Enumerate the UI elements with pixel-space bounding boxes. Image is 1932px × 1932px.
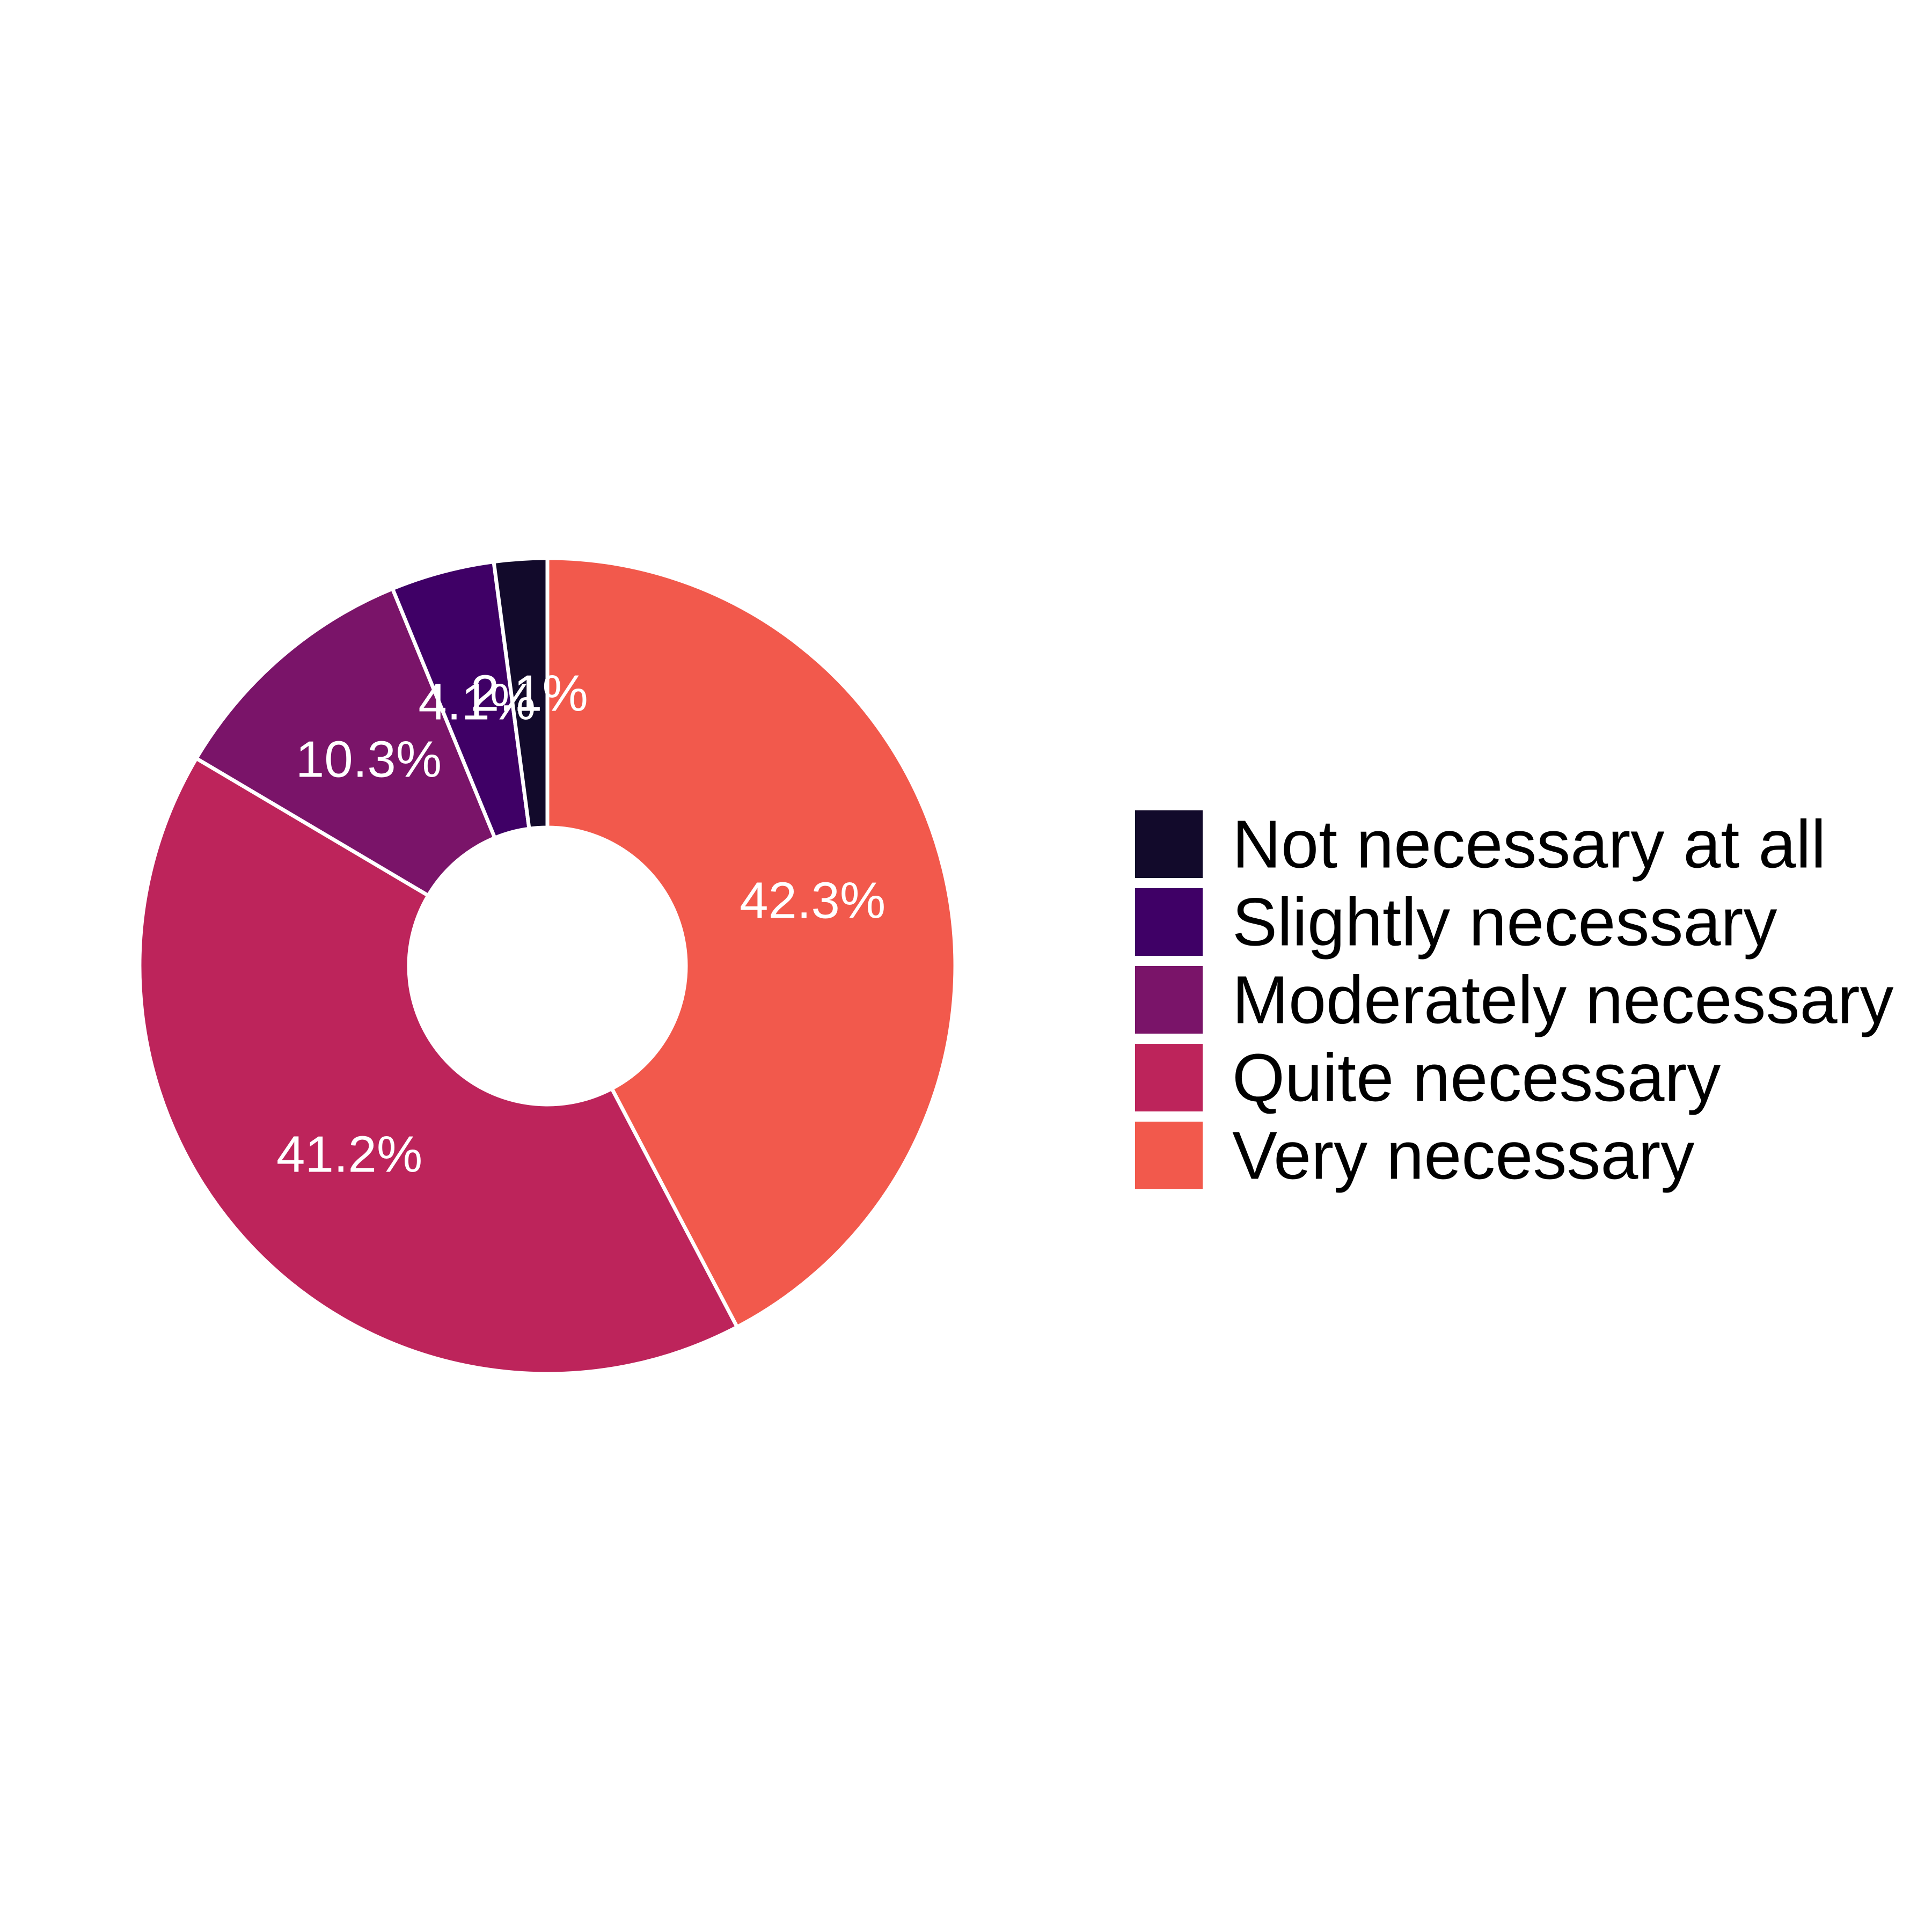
slice-label-slightly-necessary: 4.1% [418,674,536,731]
legend-swatch-quite-necessary [1135,1044,1203,1111]
legend-label-quite-necessary: Quite necessary [1232,1040,1721,1116]
legend-label-very-necessary: Very necessary [1232,1118,1694,1194]
slice-very-necessary [545,556,957,1329]
slice-labels: 42.3% 41.2% 10.3%4.1%2.1% [276,665,885,1183]
slice-label-not-necessary-at-all: 2.1% [471,665,588,722]
legend-label-not-necessary-at-all: Not necessary at all [1232,807,1826,882]
legend-swatch-slightly-necessary [1135,888,1203,956]
legend-label-slightly-necessary: Slightly necessary [1232,884,1777,960]
slice-label-moderately-necessary: 10.3% [296,731,442,788]
legend-swatch-moderately-necessary [1135,966,1203,1034]
legend-swatch-very-necessary [1135,1122,1203,1189]
legend-label-moderately-necessary: Moderately necessary [1232,962,1894,1038]
slice-moderately-necessary [194,587,497,898]
donut-slices [137,556,957,1376]
slice-not-necessary-at-all [492,556,550,831]
legend-swatch-not-necessary-at-all [1135,810,1203,878]
slice-label-quite-necessary: 41.2% [276,1125,422,1183]
slice-label-very-necessary: 42.3% [740,872,885,930]
slice-quite-necessary [137,756,740,1376]
